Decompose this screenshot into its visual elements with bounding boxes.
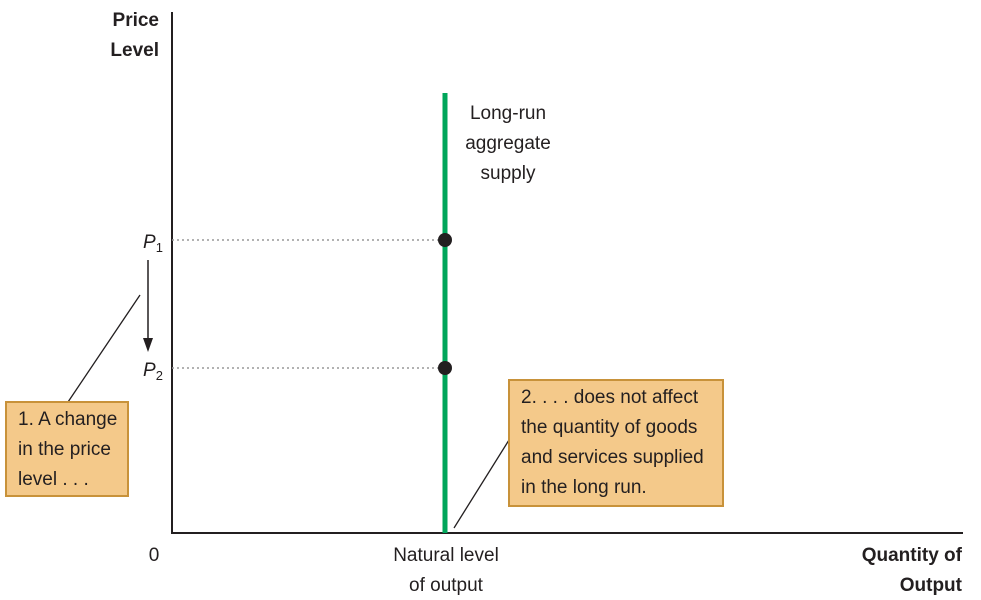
y-axis-title-line2: Level	[110, 40, 159, 61]
natural-level-label-line2: of output	[409, 575, 484, 596]
natural-level-label-line1: Natural level	[393, 545, 499, 566]
note-2-leader	[453, 439, 510, 529]
lras-label-line2: aggregate	[465, 133, 551, 154]
price-change-arrow-head	[143, 338, 153, 352]
note-2-line2: the quantity of goods	[521, 417, 697, 438]
note-1-line2: in the price	[18, 439, 111, 460]
x-axis-title-line1: Quantity of	[862, 545, 963, 566]
price-label-p1-letter: P	[143, 232, 156, 253]
price-label-p2-sub: 2	[156, 368, 163, 383]
lras-label-line3: supply	[481, 163, 536, 184]
price-label-p2-letter: P	[143, 360, 156, 381]
point-p2	[438, 361, 452, 375]
note-1-line3: level . . .	[18, 469, 89, 490]
y-axis-title-line1: Price	[113, 10, 159, 31]
note-2-line4: in the long run.	[521, 477, 647, 498]
note-1-line1: 1. A change	[18, 409, 117, 430]
note-1-box	[5, 401, 129, 497]
origin-label: 0	[149, 545, 160, 566]
point-p1	[438, 233, 452, 247]
note-2-line3: and services supplied	[521, 447, 704, 468]
note-2-box	[508, 379, 724, 507]
note-1-leader	[67, 294, 141, 403]
x-axis-title-line2: Output	[900, 575, 963, 596]
price-label-p1-sub: 1	[156, 240, 163, 255]
lras-label-line1: Long-run	[470, 103, 546, 124]
price-label-p2: P2	[143, 360, 163, 383]
price-label-p1: P1	[143, 232, 163, 255]
note-2-line1: 2. . . . does not affect	[521, 387, 699, 408]
